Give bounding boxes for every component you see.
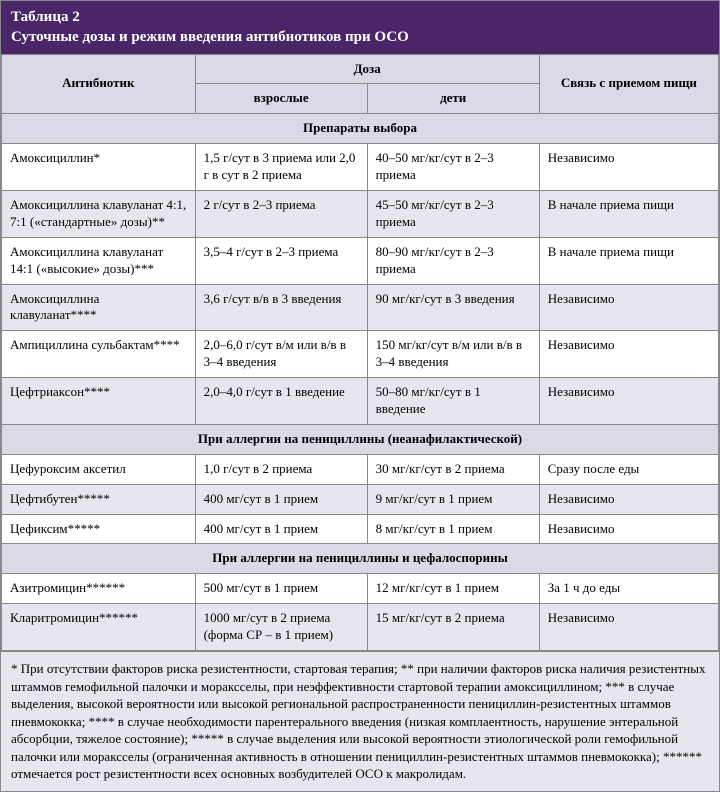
cell-adults: 1000 мг/сут в 2 приема (форма СР – в 1 п… <box>195 604 367 651</box>
cell-name: Амоксициллина клавуланат**** <box>2 284 196 331</box>
table-body: Препараты выбораАмоксициллин*1,5 г/сут в… <box>2 114 719 651</box>
cell-name: Амоксициллина клавуланат 4:1, 7:1 («стан… <box>2 190 196 237</box>
cell-food: Независимо <box>539 514 718 544</box>
footnote: * При отсутствии факторов риска резистен… <box>1 651 719 791</box>
header-children: дети <box>367 84 539 114</box>
cell-adults: 3,5–4 г/сут в 2–3 приема <box>195 237 367 284</box>
table-head: Антибиотик Доза Связь с приемом пищи взр… <box>2 54 719 114</box>
header-adults: взрослые <box>195 84 367 114</box>
cell-name: Цефтриаксон**** <box>2 378 196 425</box>
table-row: Амоксициллина клавуланат 4:1, 7:1 («стан… <box>2 190 719 237</box>
cell-children: 150 мг/кг/сут в/м или в/в в 3–4 введения <box>367 331 539 378</box>
cell-food: Независимо <box>539 378 718 425</box>
cell-name: Ампициллина сульбактам**** <box>2 331 196 378</box>
table-row: Амоксициллин*1,5 г/сут в 3 приема или 2,… <box>2 144 719 191</box>
cell-adults: 3,6 г/сут в/в в 3 введения <box>195 284 367 331</box>
table-row: Ампициллина сульбактам****2,0–6,0 г/сут … <box>2 331 719 378</box>
cell-adults: 1,0 г/сут в 2 приема <box>195 454 367 484</box>
header-dose: Доза <box>195 54 539 84</box>
table-row: Амоксициллина клавуланат 14:1 («высокие»… <box>2 237 719 284</box>
cell-children: 8 мг/кг/сут в 1 прием <box>367 514 539 544</box>
cell-adults: 400 мг/сут в 1 прием <box>195 484 367 514</box>
cell-name: Азитромицин****** <box>2 574 196 604</box>
cell-children: 15 мг/кг/сут в 2 приема <box>367 604 539 651</box>
section-header: Препараты выбора <box>2 114 719 144</box>
cell-children: 45–50 мг/кг/сут в 2–3 приема <box>367 190 539 237</box>
cell-children: 9 мг/кг/сут в 1 прием <box>367 484 539 514</box>
header-food: Связь с приемом пищи <box>539 54 718 114</box>
table-title: Таблица 2 Суточные дозы и режим введения… <box>1 1 719 54</box>
cell-food: Независимо <box>539 484 718 514</box>
header-antibiotic: Антибиотик <box>2 54 196 114</box>
cell-children: 50–80 мг/кг/сут в 1 введение <box>367 378 539 425</box>
cell-name: Кларитромицин****** <box>2 604 196 651</box>
cell-name: Амоксициллин* <box>2 144 196 191</box>
table-container: Таблица 2 Суточные дозы и режим введения… <box>0 0 720 792</box>
dosage-table: Антибиотик Доза Связь с приемом пищи взр… <box>1 54 719 651</box>
table-row: Кларитромицин******1000 мг/сут в 2 прием… <box>2 604 719 651</box>
table-row: Амоксициллина клавуланат****3,6 г/сут в/… <box>2 284 719 331</box>
cell-children: 90 мг/кг/сут в 3 введения <box>367 284 539 331</box>
section-header: При аллергии на пенициллины (неанафилакт… <box>2 424 719 454</box>
cell-children: 80–90 мг/кг/сут в 2–3 приема <box>367 237 539 284</box>
cell-food: Независимо <box>539 604 718 651</box>
cell-food: Независимо <box>539 144 718 191</box>
cell-adults: 500 мг/сут в 1 прием <box>195 574 367 604</box>
cell-name: Цефиксим***** <box>2 514 196 544</box>
cell-food: Независимо <box>539 331 718 378</box>
cell-children: 12 мг/кг/сут в 1 прием <box>367 574 539 604</box>
cell-name: Цефуроксим аксетил <box>2 454 196 484</box>
cell-name: Амоксициллина клавуланат 14:1 («высокие»… <box>2 237 196 284</box>
cell-adults: 1,5 г/сут в 3 приема или 2,0 г в сут в 2… <box>195 144 367 191</box>
cell-children: 40–50 мг/кг/сут в 2–3 приема <box>367 144 539 191</box>
title-line-1: Таблица 2 <box>11 9 80 25</box>
cell-food: Сразу после еды <box>539 454 718 484</box>
cell-adults: 400 мг/сут в 1 прием <box>195 514 367 544</box>
cell-food: Независимо <box>539 284 718 331</box>
title-line-2: Суточные дозы и режим введения антибиоти… <box>11 29 409 45</box>
section-header: При аллергии на пенициллины и цефалоспор… <box>2 544 719 574</box>
table-row: Цефтибутен*****400 мг/сут в 1 прием9 мг/… <box>2 484 719 514</box>
cell-adults: 2,0–6,0 г/сут в/м или в/в в 3–4 введения <box>195 331 367 378</box>
cell-children: 30 мг/кг/сут в 2 приема <box>367 454 539 484</box>
cell-adults: 2 г/сут в 2–3 приема <box>195 190 367 237</box>
cell-food: За 1 ч до еды <box>539 574 718 604</box>
cell-food: В начале приема пищи <box>539 190 718 237</box>
table-row: Цефиксим*****400 мг/сут в 1 прием8 мг/кг… <box>2 514 719 544</box>
table-row: Цефуроксим аксетил1,0 г/сут в 2 приема30… <box>2 454 719 484</box>
cell-adults: 2,0–4,0 г/сут в 1 введение <box>195 378 367 425</box>
table-row: Азитромицин******500 мг/сут в 1 прием12 … <box>2 574 719 604</box>
cell-name: Цефтибутен***** <box>2 484 196 514</box>
table-row: Цефтриаксон****2,0–4,0 г/сут в 1 введени… <box>2 378 719 425</box>
cell-food: В начале приема пищи <box>539 237 718 284</box>
